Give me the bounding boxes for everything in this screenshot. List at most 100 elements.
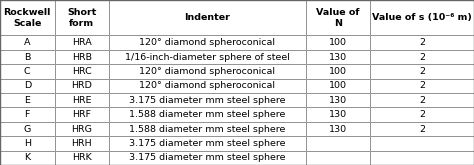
Bar [306,122,370,136]
Bar [0,35,55,50]
Bar [370,107,474,122]
Text: 2: 2 [419,53,425,62]
Bar [109,93,306,107]
Text: HRE: HRE [72,96,91,105]
Bar [55,151,109,165]
Text: 100: 100 [329,38,346,47]
Bar [109,79,306,93]
Text: HRB: HRB [72,53,92,62]
Bar [0,136,55,151]
Bar [370,35,474,50]
Bar [370,93,474,107]
Bar [109,64,306,79]
Bar [109,50,306,64]
Text: A: A [24,38,30,47]
Bar [0,151,55,165]
Bar [0,79,55,93]
Text: E: E [24,96,30,105]
Bar [0,151,55,165]
Bar [109,122,306,136]
Bar [55,136,109,151]
Bar [306,122,370,136]
Bar [306,79,370,93]
Bar [0,50,55,64]
Bar [306,35,370,50]
Text: B: B [24,53,30,62]
Bar [370,64,474,79]
Bar [370,136,474,151]
Bar [55,122,109,136]
Bar [370,50,474,64]
Bar [306,0,370,35]
Text: 120° diamond spheroconical: 120° diamond spheroconical [139,81,275,90]
Bar [109,151,306,165]
Bar [0,93,55,107]
Text: K: K [24,153,30,162]
Bar [306,0,370,35]
Text: 130: 130 [328,110,347,119]
Bar [0,0,55,35]
Text: 1.588 diameter mm steel sphere: 1.588 diameter mm steel sphere [129,125,285,133]
Text: H: H [24,139,31,148]
Text: HRD: HRD [71,81,92,90]
Bar [0,107,55,122]
Bar [55,93,109,107]
Bar [306,93,370,107]
Text: Short
form: Short form [67,8,96,28]
Bar [55,151,109,165]
Bar [0,0,55,35]
Bar [109,151,306,165]
Bar [370,50,474,64]
Bar [370,151,474,165]
Text: HRC: HRC [72,67,91,76]
Text: 130: 130 [328,96,347,105]
Bar [55,79,109,93]
Bar [55,35,109,50]
Text: 1/16-inch-diameter sphere of steel: 1/16-inch-diameter sphere of steel [125,53,290,62]
Bar [370,64,474,79]
Bar [55,0,109,35]
Bar [55,0,109,35]
Text: HRF: HRF [72,110,91,119]
Bar [109,35,306,50]
Bar [306,151,370,165]
Text: 1.588 diameter mm steel sphere: 1.588 diameter mm steel sphere [129,110,285,119]
Text: 2: 2 [419,110,425,119]
Bar [109,0,306,35]
Text: 130: 130 [328,125,347,133]
Text: 120° diamond spheroconical: 120° diamond spheroconical [139,38,275,47]
Bar [306,93,370,107]
Text: 120° diamond spheroconical: 120° diamond spheroconical [139,67,275,76]
Bar [109,107,306,122]
Text: C: C [24,67,30,76]
Bar [109,136,306,151]
Bar [370,93,474,107]
Bar [55,136,109,151]
Bar [55,107,109,122]
Bar [306,107,370,122]
Bar [109,93,306,107]
Text: Indenter: Indenter [184,13,230,22]
Bar [370,122,474,136]
Bar [370,122,474,136]
Bar [306,79,370,93]
Bar [109,50,306,64]
Bar [0,64,55,79]
Bar [55,122,109,136]
Text: 100: 100 [329,67,346,76]
Bar [0,64,55,79]
Bar [0,50,55,64]
Bar [0,107,55,122]
Text: HRA: HRA [72,38,91,47]
Bar [109,107,306,122]
Bar [370,107,474,122]
Text: 2: 2 [419,96,425,105]
Text: HRG: HRG [71,125,92,133]
Bar [109,35,306,50]
Text: 100: 100 [329,81,346,90]
Text: D: D [24,81,31,90]
Bar [0,93,55,107]
Text: 2: 2 [419,38,425,47]
Bar [306,151,370,165]
Bar [55,50,109,64]
